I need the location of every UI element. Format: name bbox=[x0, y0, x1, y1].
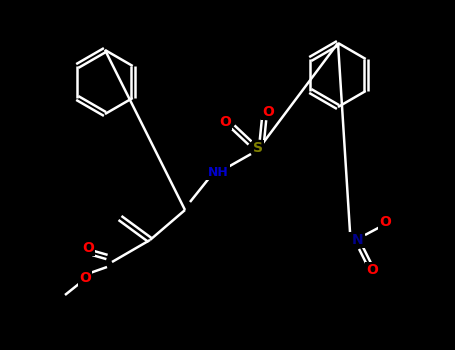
Text: O: O bbox=[262, 105, 274, 119]
Text: N: N bbox=[352, 233, 364, 247]
Text: O: O bbox=[379, 215, 391, 229]
Text: O: O bbox=[82, 241, 94, 255]
Text: S: S bbox=[253, 141, 263, 155]
Text: O: O bbox=[366, 263, 378, 277]
Text: O: O bbox=[79, 271, 91, 285]
Text: NH: NH bbox=[207, 166, 228, 178]
Text: O: O bbox=[219, 115, 231, 129]
